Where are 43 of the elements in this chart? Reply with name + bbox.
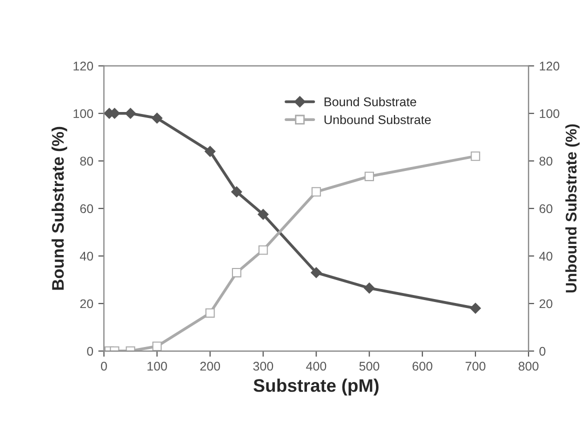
point [204, 146, 216, 157]
x-tick-label: 200 [200, 362, 220, 371]
x-tick-label: 600 [412, 362, 432, 371]
y-tick-label: 0 [87, 346, 94, 356]
y2-tick-label: 100 [540, 109, 560, 118]
y2-tick-label: 0 [539, 346, 546, 356]
y-tick-label: 120 [74, 62, 94, 71]
point [470, 302, 481, 314]
y2-axis-title: Unbound Substrate (%) [565, 124, 580, 292]
point [205, 308, 215, 318]
y-tick-label: 60 [80, 204, 94, 214]
point [470, 151, 480, 161]
x-axis-title: Substrate (pM) [254, 378, 379, 396]
point [152, 112, 162, 124]
point [310, 267, 322, 278]
x-tick-label: 400 [306, 362, 326, 371]
point [232, 268, 242, 278]
y-tick-label: 80 [80, 156, 94, 166]
point [231, 186, 242, 198]
point [258, 208, 269, 220]
point [125, 108, 136, 119]
x-tick-label: 0 [100, 362, 107, 371]
y2-tick-label: 60 [540, 204, 552, 214]
legend-label: Bound Substrate [324, 97, 416, 106]
point [258, 245, 268, 255]
y-tick-label: 40 [80, 252, 94, 261]
legend-label: Unbound Substrate [324, 114, 431, 124]
point [364, 172, 374, 182]
x-tick-label: 700 [466, 362, 486, 371]
y2-tick-label: 40 [539, 252, 552, 261]
y-axis-title: Bound Substrate (%) [52, 126, 68, 290]
y2-tick-label: 80 [539, 156, 552, 166]
point [312, 187, 321, 197]
y-tick-label: 100 [74, 109, 94, 118]
x-tick-label: 300 [253, 362, 274, 371]
y2-tick-label: 120 [540, 62, 560, 71]
x-tick-label: 100 [148, 362, 167, 371]
point [364, 282, 375, 294]
point [152, 342, 162, 351]
x-tick-label: 500 [359, 362, 380, 371]
y-tick-label: 20 [80, 299, 94, 308]
x-tick-label: 800 [518, 362, 538, 371]
y2-tick-label: 20 [540, 299, 552, 308]
